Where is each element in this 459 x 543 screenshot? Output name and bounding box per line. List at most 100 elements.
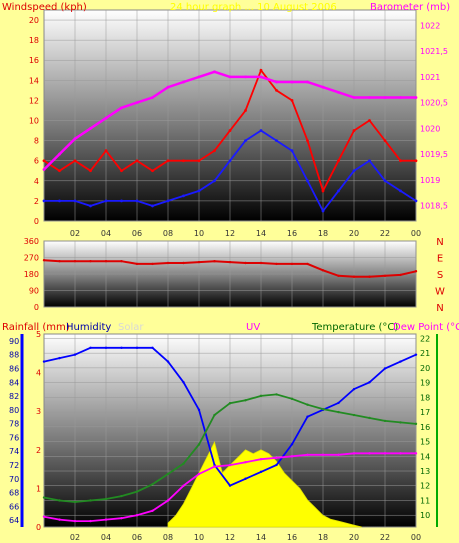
data-point <box>197 443 201 446</box>
temperature-label: Temperature (°C) <box>311 322 398 333</box>
data-point <box>182 80 185 84</box>
data-point <box>414 353 418 356</box>
uv-area <box>167 440 362 528</box>
data-point <box>151 346 154 349</box>
data-point <box>73 353 77 356</box>
data-point <box>399 360 402 363</box>
y2-tick-label: 1020,5 <box>420 99 448 108</box>
temperature-tick-label: 16 <box>420 423 430 432</box>
data-point <box>42 199 46 203</box>
data-point <box>352 387 356 391</box>
data-point <box>244 109 247 112</box>
x-tick-label: 18 <box>318 229 328 238</box>
data-point <box>368 416 371 420</box>
data-point <box>166 472 170 476</box>
data-point <box>58 152 61 156</box>
x-tick-label: 06 <box>132 533 142 542</box>
data-point <box>352 129 356 132</box>
x-tick-label: 14 <box>256 229 266 238</box>
data-point <box>166 199 170 203</box>
y-tick-label: 20 <box>29 16 39 25</box>
data-point <box>73 500 77 504</box>
data-point <box>89 169 92 173</box>
data-point <box>259 261 263 265</box>
y-tick-label: 90 <box>29 287 39 296</box>
data-point <box>368 96 371 99</box>
y-tick-label: 0 <box>34 303 39 312</box>
wind-baro-marks <box>42 68 418 213</box>
humidity-tick-label: 78 <box>9 420 19 429</box>
data-point <box>89 259 92 263</box>
data-point <box>244 261 247 265</box>
data-point <box>151 204 154 208</box>
data-point <box>120 494 123 498</box>
data-point <box>135 262 139 266</box>
data-point <box>104 149 108 153</box>
data-point <box>352 275 356 278</box>
data-point <box>368 119 371 122</box>
rain-tick-label: 5 <box>36 330 41 339</box>
data-point <box>337 401 340 405</box>
y-tick-label: 180 <box>24 270 39 279</box>
x-tick-label: 20 <box>349 533 359 542</box>
data-point <box>197 159 201 163</box>
data-point <box>306 179 309 183</box>
data-point <box>42 159 46 163</box>
y2-tick-label: 1021 <box>420 73 440 82</box>
data-point <box>73 159 77 163</box>
data-point <box>120 346 123 349</box>
compass-label: E <box>437 254 443 265</box>
data-point <box>104 116 108 120</box>
data-point <box>259 75 263 79</box>
data-point <box>182 194 185 198</box>
data-point <box>306 453 309 457</box>
y2-tick-label: 1019 <box>420 176 440 185</box>
data-point <box>383 274 387 278</box>
x-tick-label: 04 <box>101 533 111 542</box>
data-point <box>228 260 232 264</box>
solar-label: Solar <box>118 322 144 333</box>
data-point <box>104 518 108 521</box>
data-point <box>368 452 371 455</box>
humidity-tick-label: 68 <box>9 489 19 498</box>
x-tick-label: 22 <box>380 533 390 542</box>
x-tick-label: 00 <box>411 229 421 238</box>
wind-direction-marks <box>42 259 418 278</box>
data-point <box>135 101 139 105</box>
data-point <box>399 159 402 163</box>
data-point <box>275 456 278 459</box>
data-point <box>414 199 418 203</box>
data-point <box>337 159 340 163</box>
data-point <box>368 275 371 278</box>
data-point <box>352 96 356 99</box>
x-tick-label: 08 <box>163 533 173 542</box>
y2-tick-label: 1020 <box>420 124 440 133</box>
data-point <box>306 80 309 84</box>
x-tick-label: 20 <box>349 229 359 238</box>
data-point <box>383 179 387 183</box>
humidity-label: Humidity <box>66 322 111 333</box>
x-tick-label: 02 <box>70 229 80 238</box>
data-point <box>337 90 340 94</box>
x-tick-label: 10 <box>194 533 204 542</box>
data-point <box>120 199 123 203</box>
rain-tick-label: 1 <box>36 484 41 493</box>
data-point <box>166 499 170 502</box>
data-point <box>197 75 201 79</box>
data-point <box>383 139 387 143</box>
x-tick-label: 12 <box>225 533 235 542</box>
data-point <box>182 484 185 487</box>
data-point <box>213 149 216 153</box>
data-point <box>275 463 278 467</box>
y-tick-label: 10 <box>29 117 39 126</box>
data-point <box>399 452 402 455</box>
data-point <box>104 199 108 203</box>
y-tick-label: 12 <box>29 96 39 105</box>
x-tick-label: 22 <box>380 229 390 238</box>
data-point <box>42 259 46 262</box>
humidity-tick-label: 80 <box>9 406 19 415</box>
y-tick-label: 360 <box>24 237 39 246</box>
humidity-tick-label: 88 <box>9 351 19 360</box>
data-point <box>42 496 46 499</box>
